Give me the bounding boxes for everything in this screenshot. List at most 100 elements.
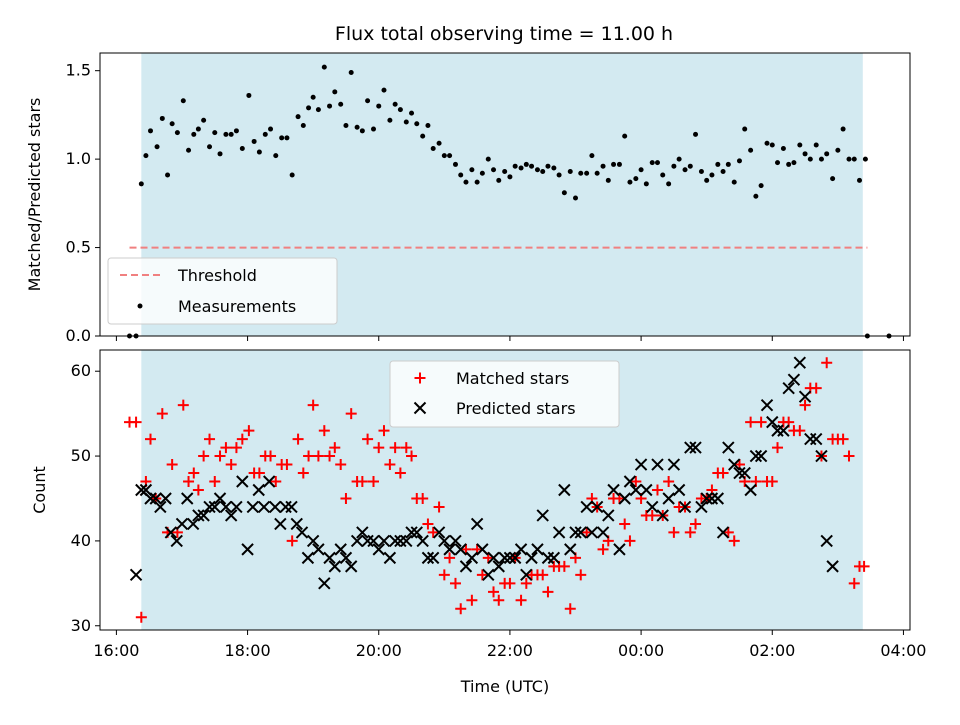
measurement-point <box>273 153 279 159</box>
predicted-star-point <box>607 483 620 497</box>
predicted-star-point <box>531 543 544 556</box>
predicted-star-point <box>798 390 812 403</box>
matched-star-point <box>799 399 811 411</box>
matched-star-point <box>663 476 675 488</box>
matched-star-point <box>651 484 663 496</box>
measurement-point <box>148 128 154 134</box>
matched-star-point <box>558 560 570 572</box>
predicted-star-point <box>285 500 298 514</box>
predicted-star-point <box>350 534 364 548</box>
predicted-star-point <box>290 517 303 531</box>
measurement-point <box>233 128 239 134</box>
matched-star-points <box>124 357 870 623</box>
measurement-point <box>138 181 144 187</box>
predicted-star-point <box>454 543 467 556</box>
measurement-point <box>753 193 759 199</box>
predicted-star-point <box>323 551 336 565</box>
matched-star-point <box>312 450 324 462</box>
predicted-star-point <box>192 509 205 522</box>
measurement-point <box>600 163 606 169</box>
measurement-point <box>452 161 458 167</box>
matched-star-point <box>183 476 195 488</box>
matched-star-point <box>810 382 822 394</box>
legend-predicted-label: Predicted stars <box>456 399 576 418</box>
measurement-point <box>731 179 737 185</box>
measurement-point <box>769 142 775 148</box>
predicted-star-point <box>711 492 725 505</box>
matched-star-point <box>433 501 445 513</box>
matched-star-point <box>417 492 429 504</box>
predicted-star-point <box>700 492 713 505</box>
measurement-point <box>605 177 611 183</box>
measurement-point <box>742 126 748 132</box>
predicted-star-point <box>547 551 561 565</box>
predicted-star-point <box>487 551 500 565</box>
predicted-star-point <box>656 509 669 522</box>
top-y-ticks: 0.0 0.5 1.0 1.5 <box>66 61 100 345</box>
predicted-star-point <box>580 500 593 514</box>
predicted-star-point <box>754 449 768 463</box>
top-legend-box <box>107 257 338 325</box>
measurement-point <box>851 156 857 162</box>
measurement-point <box>262 131 268 137</box>
measurement-point <box>835 147 841 153</box>
matched-star-point <box>745 416 757 428</box>
matched-star-point <box>858 560 870 572</box>
measurement-point <box>180 98 186 104</box>
matched-star-point <box>362 433 374 445</box>
predicted-star-point <box>377 534 391 548</box>
measurement-point <box>643 181 649 187</box>
predicted-star-point <box>552 526 566 539</box>
measurement-point <box>589 153 595 159</box>
measurement-point <box>223 131 229 137</box>
measurement-point <box>736 158 742 164</box>
measurement-point <box>529 163 535 169</box>
measurement-point <box>154 144 160 150</box>
measurement-point <box>573 195 579 201</box>
matched-star-point <box>766 476 778 488</box>
measurement-point <box>212 130 218 136</box>
measurement-point <box>567 169 573 175</box>
measurement-point <box>217 151 223 157</box>
measurement-point <box>332 89 338 95</box>
matched-star-point <box>684 526 696 538</box>
predicted-star-point <box>394 534 407 548</box>
matched-star-point <box>389 442 401 454</box>
matched-star-point <box>400 442 412 454</box>
predicted-star-point <box>820 534 833 548</box>
matched-star-point <box>422 518 434 530</box>
measurement-point <box>228 131 234 137</box>
measurement-point <box>584 170 590 176</box>
matched-star-point <box>722 526 734 538</box>
predicted-star-point <box>689 441 702 454</box>
predicted-star-point <box>443 543 456 556</box>
measurement-point <box>403 119 409 125</box>
measurement-point <box>748 147 754 153</box>
predicted-star-point <box>159 492 172 505</box>
measurement-point <box>709 172 715 178</box>
predicted-star-point <box>416 534 429 548</box>
measurement-point <box>786 161 792 167</box>
matched-star-point <box>340 492 352 504</box>
measurement-point <box>409 110 415 116</box>
measurement-point <box>315 107 321 113</box>
measurement-point <box>666 181 672 187</box>
predicted-star-point <box>465 551 479 565</box>
measurement-point <box>343 123 349 129</box>
measurement-point <box>687 163 693 169</box>
measurement-point <box>802 151 808 157</box>
measurement-point <box>578 170 584 176</box>
predicted-star-point <box>400 534 413 548</box>
predicted-star-point <box>372 543 385 556</box>
measurement-point <box>201 117 207 123</box>
predicted-star-point <box>536 509 549 522</box>
bottom-x-tick-label: 02:00 <box>749 641 795 660</box>
measurement-point <box>387 117 393 123</box>
matched-star-point <box>329 442 341 454</box>
chart-title: Flux total observing time = 11.00 h <box>335 23 673 45</box>
matched-star-point <box>373 442 385 454</box>
predicted-star-point <box>306 534 320 548</box>
bottom-x-tick-label: 00:00 <box>618 641 664 660</box>
matched-star-point <box>177 399 189 411</box>
matched-star-point <box>209 476 221 488</box>
